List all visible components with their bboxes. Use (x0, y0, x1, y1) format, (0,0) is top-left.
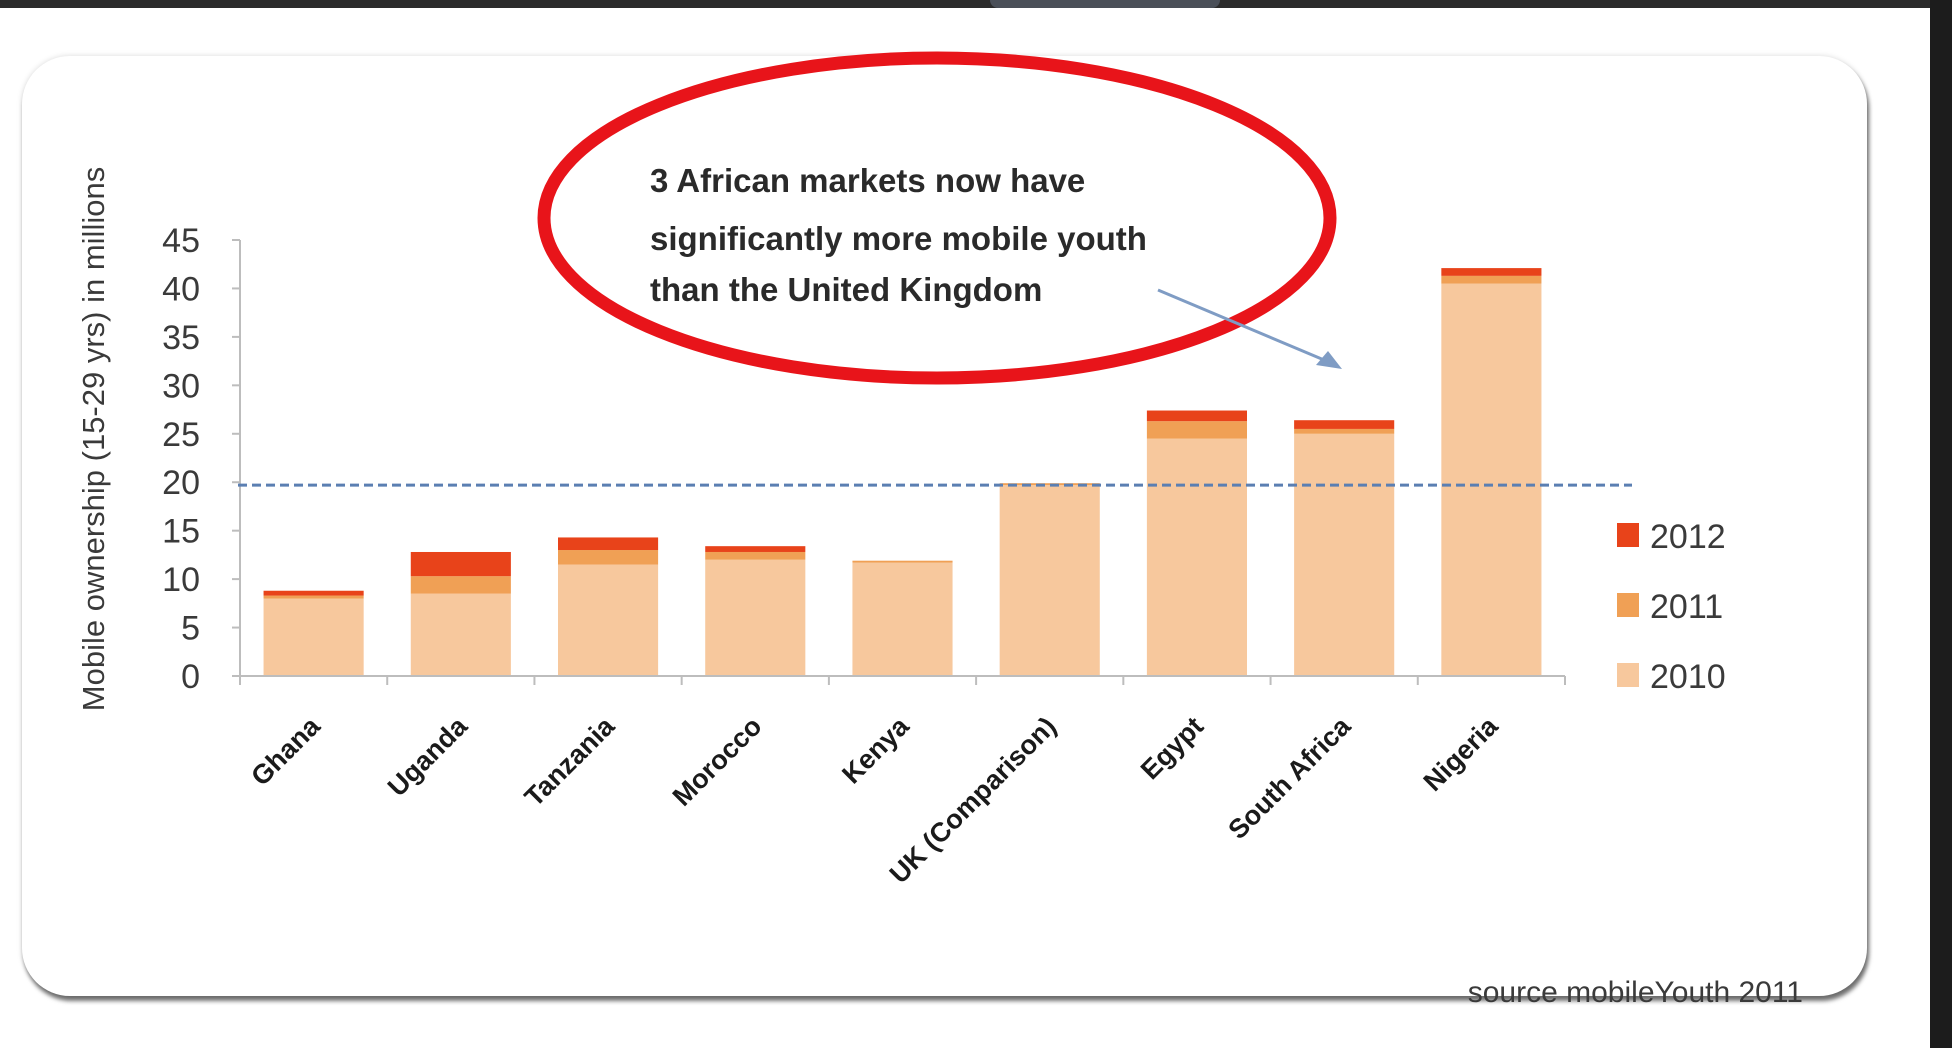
x-category-label: Kenya (836, 710, 915, 789)
bar-2011 (1294, 428, 1395, 434)
bar-2012 (1294, 420, 1395, 429)
bar-2012 (1441, 268, 1542, 276)
bar-2010 (852, 562, 953, 676)
bar-2011 (999, 483, 1100, 486)
bar-2011 (558, 550, 659, 565)
x-category-label: Morocco (667, 711, 768, 812)
annotation-line-3: than the United Kingdom (650, 271, 1042, 308)
y-tick-label: 35 (162, 319, 200, 357)
x-category-label: Ghana (245, 710, 326, 791)
source-note: source mobileYouth 2011 (1468, 976, 1803, 1009)
annotation-line-2: significantly more mobile youth (650, 220, 1147, 257)
highlight-ellipse (537, 51, 1337, 385)
y-tick-label: 10 (162, 561, 200, 599)
y-tick-label: 40 (162, 270, 200, 308)
bar-2010 (263, 598, 364, 676)
bars-group (263, 268, 1542, 676)
bar-2011 (1146, 421, 1247, 439)
legend: 2012 2011 2010 (1617, 518, 1726, 696)
image-viewer-frame: 0 5 10 15 20 25 30 35 40 45 Ghana Uganda Tanzania Mo… (0, 8, 1930, 1048)
bar-2010 (558, 564, 659, 676)
y-tick-label: 25 (162, 416, 200, 454)
legend-swatch-2010 (1617, 663, 1639, 687)
annotation-arrow-head (1316, 351, 1342, 369)
scrollbar-track[interactable] (1930, 0, 1952, 1048)
y-axis-label: Mobile ownership (15-29 yrs) in millions (76, 167, 111, 711)
bar-2011 (410, 576, 511, 594)
annotation-arrow-shaft (1157, 288, 1337, 367)
y-tick-label: 20 (162, 464, 200, 502)
bar-2012 (1146, 410, 1247, 422)
bar-2010 (1146, 438, 1247, 676)
bar-2010 (705, 559, 806, 676)
y-tick-label: 0 (181, 658, 200, 696)
bar-2011 (263, 595, 364, 599)
annotation-line-1: 3 African markets now have (650, 162, 1085, 199)
bar-2012 (263, 590, 364, 596)
x-category-label: South Africa (1222, 710, 1357, 845)
legend-swatch-2011 (1617, 593, 1639, 617)
y-ticks-group: 0 5 10 15 20 25 30 35 40 45 (162, 222, 240, 696)
bar-2010 (1294, 433, 1395, 676)
window-tab-indicator (990, 0, 1220, 8)
bar-2010 (410, 593, 511, 676)
x-category-label: Egypt (1135, 711, 1209, 785)
y-tick-label: 45 (162, 222, 200, 260)
annotation-group: 3 African markets now have significantly… (537, 51, 1342, 385)
bar-2012 (705, 546, 806, 552)
bar-2011 (852, 560, 953, 563)
bar-2010 (1441, 283, 1542, 676)
bar-2012 (558, 537, 659, 551)
stacked-bar-chart: 0 5 10 15 20 25 30 35 40 45 Ghana Uganda Tanzania Mo… (76, 51, 1803, 1009)
bar-2011 (1441, 275, 1542, 284)
bar-2010 (999, 485, 1100, 676)
y-tick-label: 15 (162, 513, 200, 551)
y-tick-label: 5 (181, 610, 200, 648)
bar-2012 (410, 551, 511, 577)
legend-label-2012: 2012 (1650, 518, 1726, 556)
x-category-label: UK (Comparison) (884, 711, 1062, 889)
legend-swatch-2012 (1617, 523, 1639, 547)
x-category-label: Tanzania (519, 710, 621, 812)
chart-card (22, 56, 1867, 996)
x-category-label: Nigeria (1418, 710, 1505, 797)
legend-label-2010: 2010 (1650, 658, 1726, 696)
y-tick-label: 30 (162, 367, 200, 405)
bar-2011 (705, 551, 806, 560)
x-category-label: Uganda (382, 710, 474, 802)
legend-label-2011: 2011 (1650, 588, 1723, 626)
